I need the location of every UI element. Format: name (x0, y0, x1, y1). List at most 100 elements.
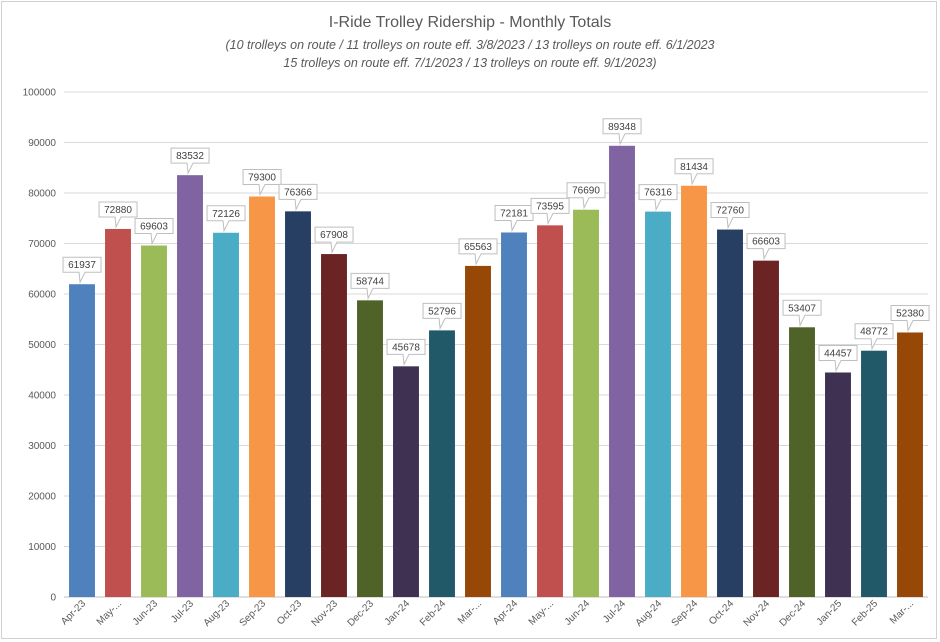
data-label-callout: 52380 (890, 304, 930, 333)
data-label-callout: 72181 (494, 204, 534, 233)
bar (177, 175, 203, 598)
data-label-box (170, 147, 210, 175)
y-tick-label: 60000 (28, 290, 56, 301)
x-tick-label: Mar-... (888, 598, 916, 626)
data-label-callout: 69603 (134, 218, 174, 246)
data-labels: 61937 72880 69603 83532 72126 79300 76366 67908… (62, 118, 930, 373)
data-label-callout: 73595 (530, 197, 570, 226)
bar (717, 229, 743, 597)
bar (753, 260, 779, 597)
data-label-box (602, 118, 642, 146)
data-label-box (242, 169, 282, 197)
x-tick-label: Jun-23 (131, 598, 161, 628)
data-label-callout: 58744 (350, 272, 390, 301)
data-label-box (782, 299, 822, 328)
data-label: 52796 (428, 306, 456, 317)
data-label: 72760 (716, 206, 744, 217)
data-label: 89348 (608, 122, 636, 133)
data-label-box (674, 158, 714, 186)
x-tick-label: Jun-24 (563, 598, 593, 628)
x-tick-label: May-... (527, 598, 556, 627)
data-label: 44457 (824, 348, 852, 359)
bar (213, 232, 239, 597)
y-tick-label: 80000 (28, 189, 56, 200)
bar (465, 265, 491, 597)
chart-subtitle-line-1: (10 trolleys on route / 11 trolleys on r… (225, 38, 715, 52)
data-label-callout: 79300 (242, 169, 282, 197)
x-tick-label: Oct-24 (707, 598, 736, 627)
x-tick-label: Aug-23 (202, 598, 233, 629)
data-label-callout: 61937 (62, 256, 102, 284)
data-label-box (134, 218, 174, 246)
data-label-box (566, 182, 606, 210)
bar (537, 225, 563, 597)
data-label: 58744 (356, 276, 384, 287)
data-label: 76316 (644, 188, 672, 199)
data-label: 73595 (536, 201, 564, 212)
chart-subtitle-line-2: 15 trolleys on route eff. 7/1/2023 / 13 … (283, 56, 657, 70)
bar (789, 327, 815, 597)
bar (141, 245, 167, 597)
data-label-callout: 53407 (782, 299, 822, 328)
y-axis-tick-labels: 0 10000 20000 30000 40000 50000 60000 70000 8000… (23, 88, 57, 604)
data-label: 72126 (212, 209, 240, 220)
x-tick-label: Dec-23 (346, 598, 377, 629)
data-label-box (350, 272, 390, 301)
data-label: 69603 (140, 222, 168, 233)
bar (357, 300, 383, 597)
y-tick-label: 100000 (23, 88, 57, 99)
x-tick-label: Apr-24 (491, 598, 520, 627)
y-tick-label: 90000 (28, 138, 56, 149)
data-label-box (206, 205, 246, 233)
data-label: 72880 (104, 205, 132, 216)
data-label-callout: 67908 (314, 226, 354, 254)
bar (249, 196, 275, 597)
bars (69, 145, 923, 598)
x-tick-label: Nov-23 (310, 598, 341, 629)
data-label: 53407 (788, 303, 816, 314)
x-tick-label: Mar-... (456, 598, 484, 626)
y-tick-label: 20000 (28, 492, 56, 503)
bar (105, 228, 131, 597)
data-label-box (710, 202, 750, 230)
x-tick-label: Aug-24 (634, 598, 665, 629)
data-label-box (818, 344, 858, 373)
data-label-callout: 72760 (710, 202, 750, 230)
bar (429, 330, 455, 597)
bar (825, 372, 851, 597)
x-tick-label: Jan-25 (815, 598, 845, 628)
data-label-box (278, 183, 318, 212)
data-label-callout: 44457 (818, 344, 858, 373)
y-tick-label: 50000 (28, 340, 56, 351)
data-label-box (98, 201, 138, 229)
bar (609, 145, 635, 597)
data-label-callout: 89348 (602, 118, 642, 146)
y-tick-label: 40000 (28, 391, 56, 402)
chart-title: I-Ride Trolley Ridership - Monthly Total… (328, 14, 612, 31)
bar (285, 211, 311, 598)
x-tick-label: Sep-24 (670, 598, 701, 629)
data-label-box (638, 184, 678, 212)
data-label: 76366 (284, 187, 312, 198)
data-label: 48772 (860, 327, 888, 338)
data-label: 72181 (500, 208, 528, 219)
x-tick-label: Oct-23 (275, 598, 304, 627)
x-tick-label: Jan-24 (383, 598, 413, 628)
data-label: 45678 (392, 342, 420, 353)
bar (573, 209, 599, 597)
x-tick-label: Feb-24 (418, 598, 448, 628)
data-label-callout: 76366 (278, 183, 318, 212)
bar (501, 232, 527, 597)
data-label-callout: 65563 (458, 238, 498, 266)
x-axis-tick-labels: Apr-23 May-... Jun-23 Jul-23 Aug-23 Sep-23 Oct… (59, 598, 916, 629)
data-label-box (530, 197, 570, 226)
x-tick-label: Nov-24 (742, 598, 773, 629)
data-label-callout: 52796 (422, 302, 462, 331)
x-tick-label: Sep-23 (238, 598, 269, 629)
data-label: 67908 (320, 230, 348, 241)
gridlines (64, 91, 928, 598)
data-label-callout: 76316 (638, 184, 678, 212)
bar (681, 185, 707, 597)
x-tick-label: Jul-24 (601, 598, 628, 625)
x-tick-label: Dec-24 (778, 598, 809, 629)
